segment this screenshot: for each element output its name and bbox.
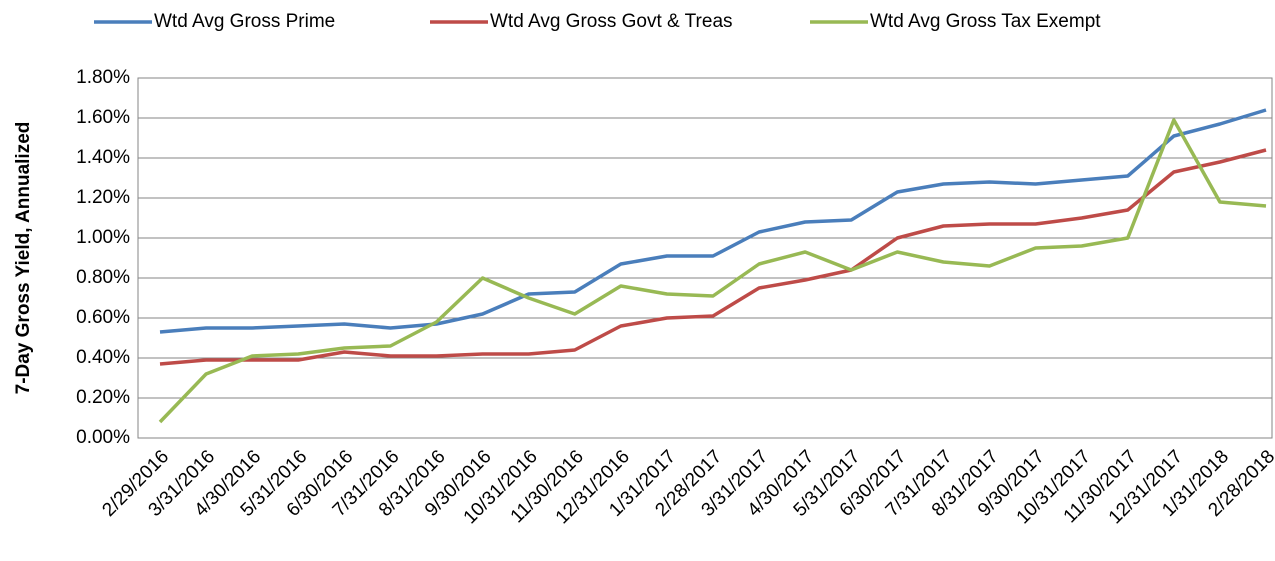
y-axis-title: 7-Day Gross Yield, Annualized (13, 122, 34, 395)
y-tick-label: 0.80% (76, 267, 130, 288)
y-tick-label: 0.40% (76, 347, 130, 368)
y-tick-label: 1.60% (76, 107, 130, 128)
y-tick-label: 0.00% (76, 427, 130, 448)
plot-area (137, 77, 1273, 439)
y-tick-label: 1.40% (76, 147, 130, 168)
y-tick-label: 0.20% (76, 387, 130, 408)
y-tick-label: 1.80% (76, 67, 130, 88)
legend-label: Wtd Avg Gross Govt & Treas (490, 11, 733, 32)
series-line (159, 148, 1267, 366)
legend-label: Wtd Avg Gross Prime (154, 11, 335, 32)
y-tick-label: 1.00% (76, 227, 130, 248)
series-line (158, 118, 1267, 424)
series-line (159, 108, 1267, 334)
legend-label: Wtd Avg Gross Tax Exempt (870, 11, 1101, 32)
y-tick-label: 0.60% (76, 307, 130, 328)
y-tick-label: 1.20% (76, 187, 130, 208)
